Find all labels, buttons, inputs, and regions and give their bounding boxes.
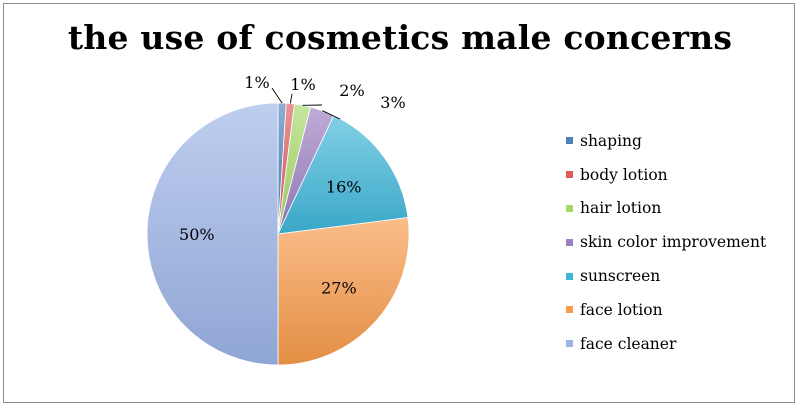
slice-label-face-cleaner: 50% bbox=[179, 225, 215, 244]
legend-label: skin color improvement bbox=[580, 233, 767, 252]
legend-swatch bbox=[566, 171, 573, 179]
legend-label: shaping bbox=[580, 131, 642, 150]
legend-label: hair lotion bbox=[580, 199, 662, 218]
slice-label-face-lotion: 27% bbox=[321, 279, 357, 298]
slice-label-shaping: 1% bbox=[244, 73, 269, 92]
legend-label: face cleaner bbox=[580, 334, 677, 353]
chart-frame: the use of cosmetics male concerns 1% 1% 2… bbox=[3, 3, 795, 403]
legend-item-body-lotion: body lotion bbox=[566, 158, 796, 192]
slice-label-skin-color-improvement: 3% bbox=[380, 93, 405, 112]
legend-label: face lotion bbox=[580, 300, 663, 319]
leader-line-skin-color-improvement bbox=[322, 110, 341, 120]
legend-swatch bbox=[566, 204, 573, 212]
legend-item-face-lotion: face lotion bbox=[566, 293, 796, 327]
legend-item-shaping: shaping bbox=[566, 124, 796, 158]
chart-title: the use of cosmetics male concerns bbox=[67, 18, 733, 57]
legend-swatch bbox=[566, 272, 573, 280]
legend-swatch bbox=[566, 340, 573, 348]
leader-line-shaping bbox=[271, 87, 283, 104]
legend-swatch bbox=[566, 238, 573, 246]
legend-item-face-cleaner: face cleaner bbox=[566, 327, 796, 361]
pie-slice-face-lotion bbox=[277, 217, 410, 366]
leader-line-body-lotion bbox=[289, 93, 293, 104]
slice-label-sunscreen: 16% bbox=[326, 177, 362, 196]
pie-slice-face-cleaner bbox=[146, 102, 279, 366]
legend-item-hair-lotion: hair lotion bbox=[566, 192, 796, 226]
legend-label: sunscreen bbox=[580, 267, 661, 286]
pie-slice-sunscreen bbox=[277, 114, 409, 235]
slice-label-hair-lotion: 2% bbox=[339, 81, 364, 100]
chart-legend: shaping body lotion hair lotion skin color … bbox=[566, 124, 796, 361]
legend-label: body lotion bbox=[580, 165, 668, 184]
slice-label-body-lotion: 1% bbox=[290, 75, 315, 94]
legend-item-skin-color-improvement: skin color improvement bbox=[566, 225, 796, 259]
legend-swatch bbox=[566, 306, 573, 314]
legend-item-sunscreen: sunscreen bbox=[566, 259, 796, 293]
pie-chart: 1% 1% 2% 3% 16% 27% 50% bbox=[146, 73, 410, 366]
legend-swatch bbox=[566, 137, 573, 145]
